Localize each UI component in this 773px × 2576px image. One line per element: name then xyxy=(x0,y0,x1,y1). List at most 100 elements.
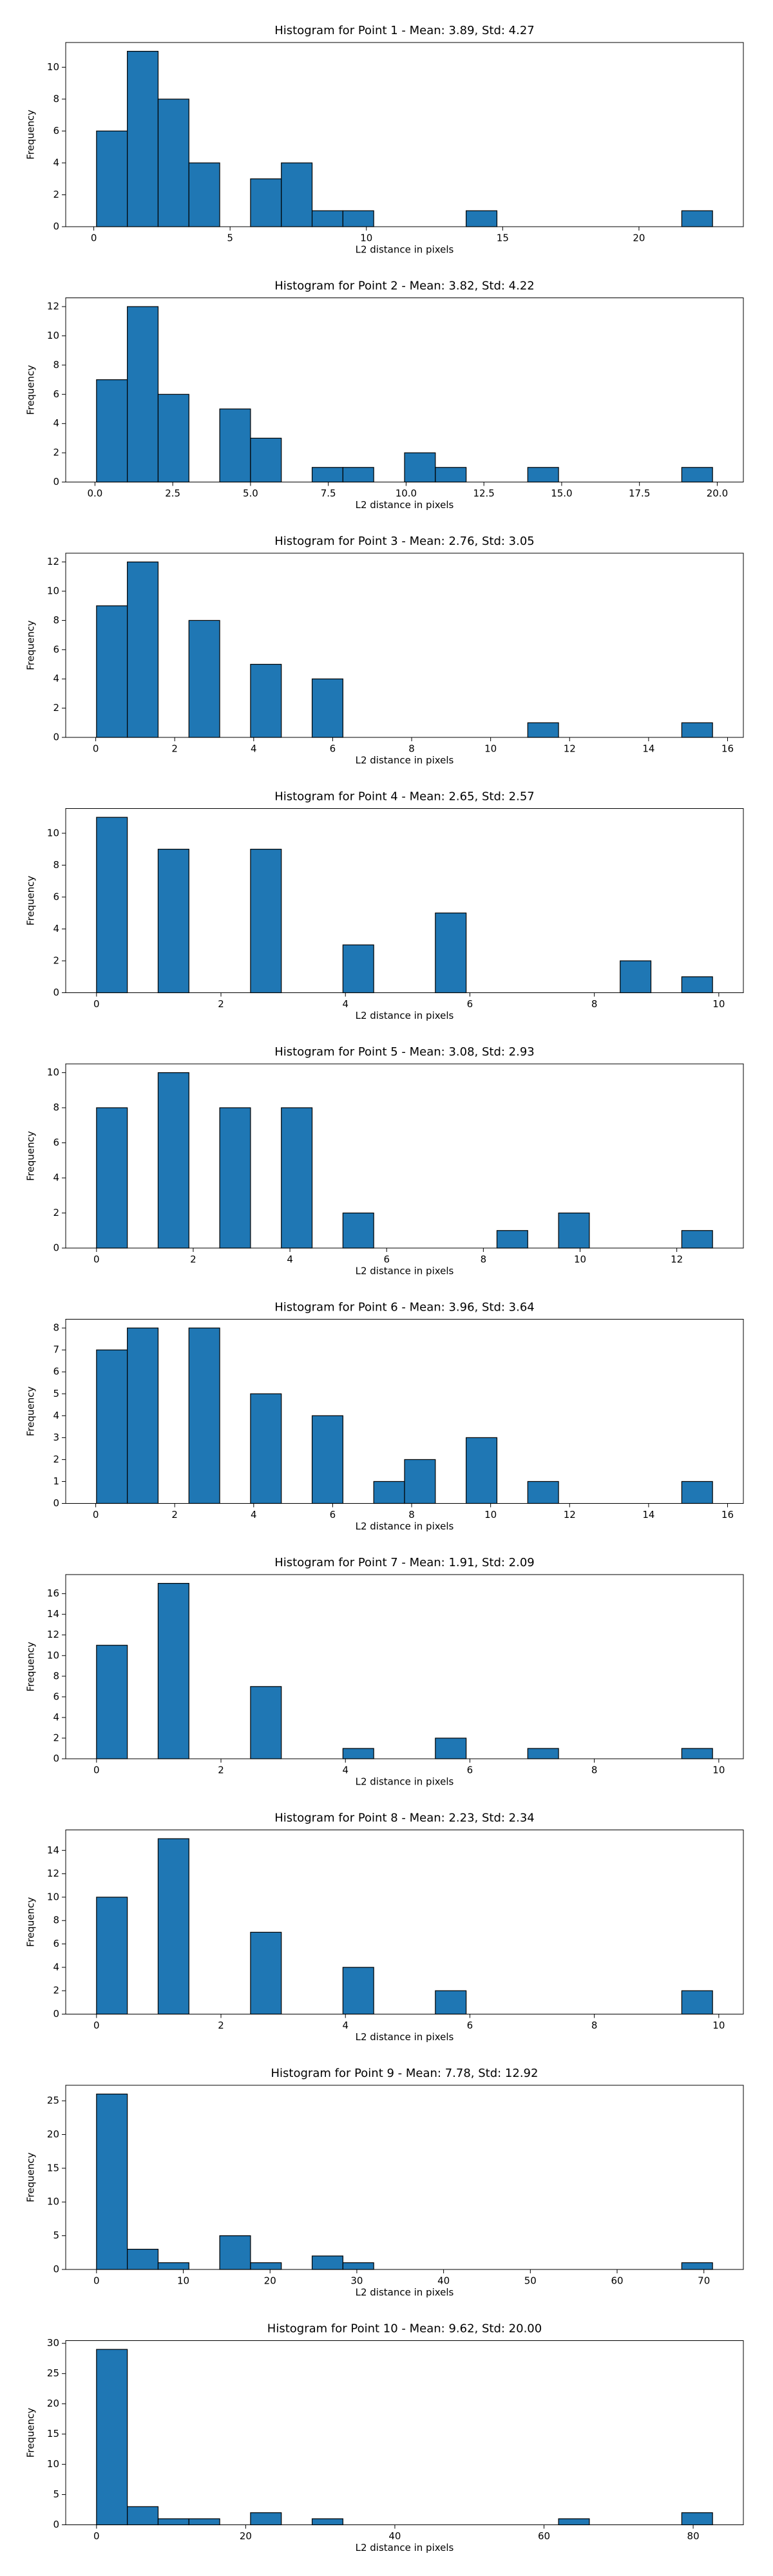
bar xyxy=(558,2518,590,2526)
y-tick-label: 16 xyxy=(47,1587,59,1599)
chart-title: Histogram for Point 7 - Mean: 1.91, Std:… xyxy=(274,1556,535,1569)
y-tick-label: 20 xyxy=(47,2398,59,2409)
y-tick-label: 12 xyxy=(47,556,59,567)
x-tick-label: 2 xyxy=(218,1765,224,1776)
x-tick-label: 0 xyxy=(93,1509,99,1520)
chart-panel: Histogram for Point 2 - Mean: 3.82, Std:… xyxy=(25,279,744,511)
chart-title: Histogram for Point 2 - Mean: 3.82, Std:… xyxy=(274,279,535,293)
bar xyxy=(311,1415,343,1504)
x-tick-label: 4 xyxy=(287,1254,293,1265)
x-tick-label: 10 xyxy=(177,2275,189,2287)
bar xyxy=(250,1686,282,1759)
bar xyxy=(342,944,374,994)
plot-frame xyxy=(65,1319,744,1504)
y-tick-label: 5 xyxy=(53,2230,59,2241)
x-tick-label: 10 xyxy=(484,1509,497,1520)
x-tick-label: 5.0 xyxy=(243,488,258,499)
bar xyxy=(681,1748,713,1759)
chart-panel: Histogram for Point 7 - Mean: 1.91, Std:… xyxy=(25,1556,744,1788)
x-axis-label: L2 distance in pixels xyxy=(356,2031,454,2043)
y-tick-label: 4 xyxy=(53,923,59,934)
bar xyxy=(404,1459,436,1504)
bar xyxy=(188,2518,220,2526)
x-tick-label: 6 xyxy=(330,1509,336,1520)
x-tick-label: 0 xyxy=(93,2530,100,2542)
bar xyxy=(311,467,343,483)
x-tick-label: 12 xyxy=(671,1254,683,1265)
bar xyxy=(127,1327,159,1504)
x-tick-label: 60 xyxy=(538,2530,550,2542)
y-tick-label: 4 xyxy=(53,673,59,685)
y-tick-label: 6 xyxy=(53,891,59,902)
x-tick-label: 8 xyxy=(591,998,598,1010)
x-axis-label: L2 distance in pixels xyxy=(356,1265,454,1277)
y-tick-label: 0 xyxy=(53,1497,59,1509)
x-tick-label: 10.0 xyxy=(396,488,417,499)
y-tick-label: 12 xyxy=(47,301,59,312)
y-tick-label: 8 xyxy=(53,1670,59,1681)
x-tick-label: 0 xyxy=(93,2275,100,2287)
bar xyxy=(219,1107,251,1249)
bar xyxy=(342,1212,374,1249)
y-tick-label: 2 xyxy=(53,1207,59,1218)
bar xyxy=(188,620,220,738)
x-tick-label: 14 xyxy=(642,1509,654,1520)
x-tick-label: 4 xyxy=(251,743,257,755)
y-tick-label: 2 xyxy=(53,189,59,200)
y-tick-label: 14 xyxy=(47,1608,59,1620)
y-tick-label: 2 xyxy=(53,1732,59,1743)
plot-frame xyxy=(65,42,744,227)
y-axis-label: Frequency xyxy=(25,1131,37,1181)
chart-panel: Histogram for Point 4 - Mean: 2.65, Std:… xyxy=(25,790,744,1021)
x-tick-label: 5 xyxy=(227,232,233,244)
bar xyxy=(435,467,467,483)
y-tick-label: 0 xyxy=(53,476,59,488)
bar xyxy=(527,1748,559,1759)
x-tick-label: 15 xyxy=(497,232,509,244)
x-tick-label: 6 xyxy=(467,2020,473,2031)
bar xyxy=(281,1107,313,1249)
y-tick-label: 10 xyxy=(47,585,59,597)
y-tick-label: 8 xyxy=(53,859,59,871)
y-tick-label: 4 xyxy=(53,1172,59,1184)
chart-panel: Histogram for Point 6 - Mean: 3.96, Std:… xyxy=(25,1301,744,1532)
y-tick-label: 8 xyxy=(53,614,59,626)
x-axis-label: L2 distance in pixels xyxy=(356,499,454,511)
x-axis-label: L2 distance in pixels xyxy=(356,1010,454,1021)
chart-title: Histogram for Point 8 - Mean: 2.23, Std:… xyxy=(274,1812,535,1825)
x-tick-label: 17.5 xyxy=(629,488,650,499)
y-tick-label: 0 xyxy=(53,2519,59,2530)
x-tick-label: 4 xyxy=(342,1765,348,1776)
x-tick-label: 4 xyxy=(342,998,348,1010)
y-axis-label: Frequency xyxy=(25,365,37,415)
chart-title: Histogram for Point 5 - Mean: 3.08, Std:… xyxy=(274,1045,535,1059)
y-tick-label: 10 xyxy=(47,1891,59,1902)
x-tick-label: 6 xyxy=(330,743,336,755)
x-tick-label: 2 xyxy=(218,2020,224,2031)
y-axis-label: Frequency xyxy=(25,2152,37,2202)
bar xyxy=(188,162,220,227)
x-tick-label: 0 xyxy=(93,1254,100,1265)
bar xyxy=(527,1481,559,1504)
y-tick-label: 2 xyxy=(53,954,59,966)
bar xyxy=(250,1931,282,2015)
bar xyxy=(342,2262,374,2270)
y-tick-label: 2 xyxy=(53,1454,59,1465)
y-tick-label: 2 xyxy=(53,447,59,459)
bar xyxy=(281,162,313,227)
bar xyxy=(96,1107,128,1249)
chart-title: Histogram for Point 6 - Mean: 3.96, Std:… xyxy=(274,1301,535,1314)
bar xyxy=(96,130,128,227)
x-tick-label: 10 xyxy=(712,2020,725,2031)
plot-frame xyxy=(65,1574,744,1759)
x-tick-label: 20.0 xyxy=(707,488,728,499)
y-tick-label: 6 xyxy=(53,1366,59,1378)
y-tick-label: 4 xyxy=(53,1410,59,1421)
bar xyxy=(435,1738,467,1759)
bar xyxy=(250,178,282,227)
bar xyxy=(157,393,189,483)
bar xyxy=(157,2262,189,2270)
y-axis-label: Frequency xyxy=(25,109,37,160)
y-tick-label: 10 xyxy=(47,827,59,838)
bar xyxy=(342,1967,374,2015)
